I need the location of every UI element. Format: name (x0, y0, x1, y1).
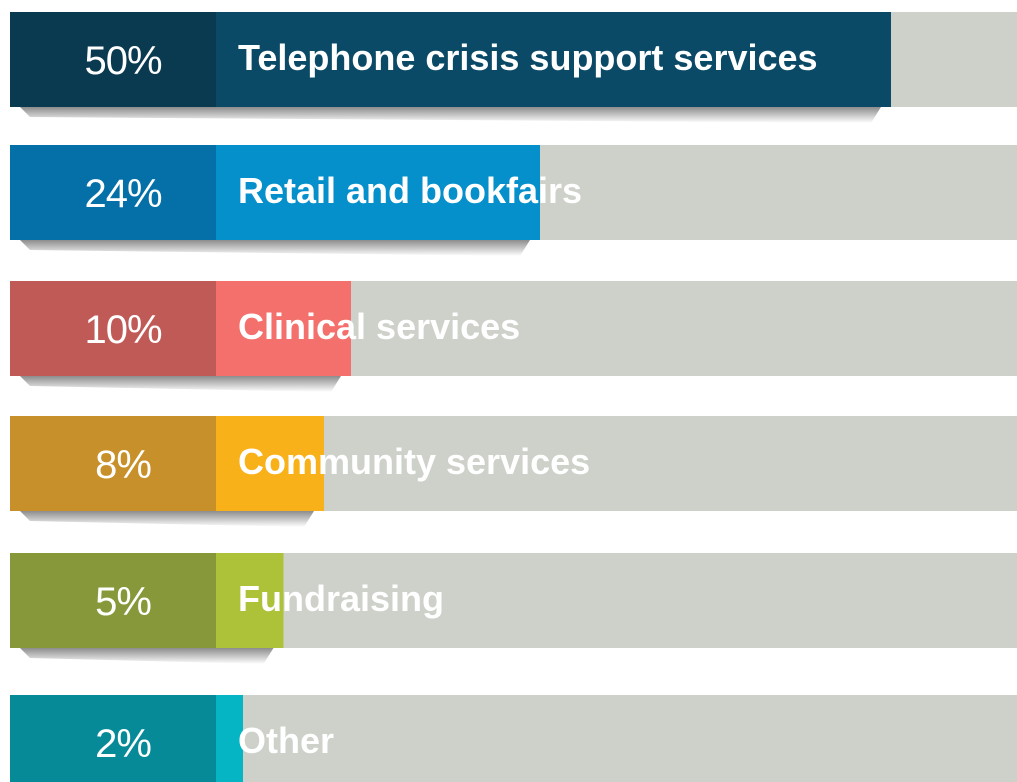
value-label: 5% (95, 580, 151, 624)
value-label: 8% (95, 443, 151, 487)
category-label: Other (238, 720, 334, 761)
shadow (20, 648, 274, 664)
track (216, 553, 1017, 648)
bar (216, 145, 540, 240)
shadow (20, 107, 881, 123)
tag (10, 695, 216, 782)
shadow (20, 240, 530, 256)
value-label: 50% (84, 39, 161, 83)
tag (10, 145, 216, 240)
shadow (20, 511, 314, 527)
track (216, 695, 1017, 782)
bar (216, 416, 324, 511)
shadow (20, 376, 341, 392)
value-label: 10% (84, 308, 161, 352)
category-label: Community services (238, 441, 590, 482)
tag (10, 12, 216, 107)
category-label: Clinical services (238, 306, 520, 347)
bar (216, 695, 243, 782)
value-label: 24% (84, 172, 161, 216)
track (216, 416, 1017, 511)
bar (216, 281, 351, 376)
value-label: 2% (95, 722, 151, 766)
bar (216, 12, 891, 107)
category-label: Telephone crisis support services (238, 37, 818, 78)
category-label: Fundraising (238, 578, 444, 619)
tag (10, 281, 216, 376)
bar (216, 553, 284, 648)
tag (10, 553, 216, 648)
tag (10, 416, 216, 511)
category-label: Retail and bookfairs (238, 170, 582, 211)
